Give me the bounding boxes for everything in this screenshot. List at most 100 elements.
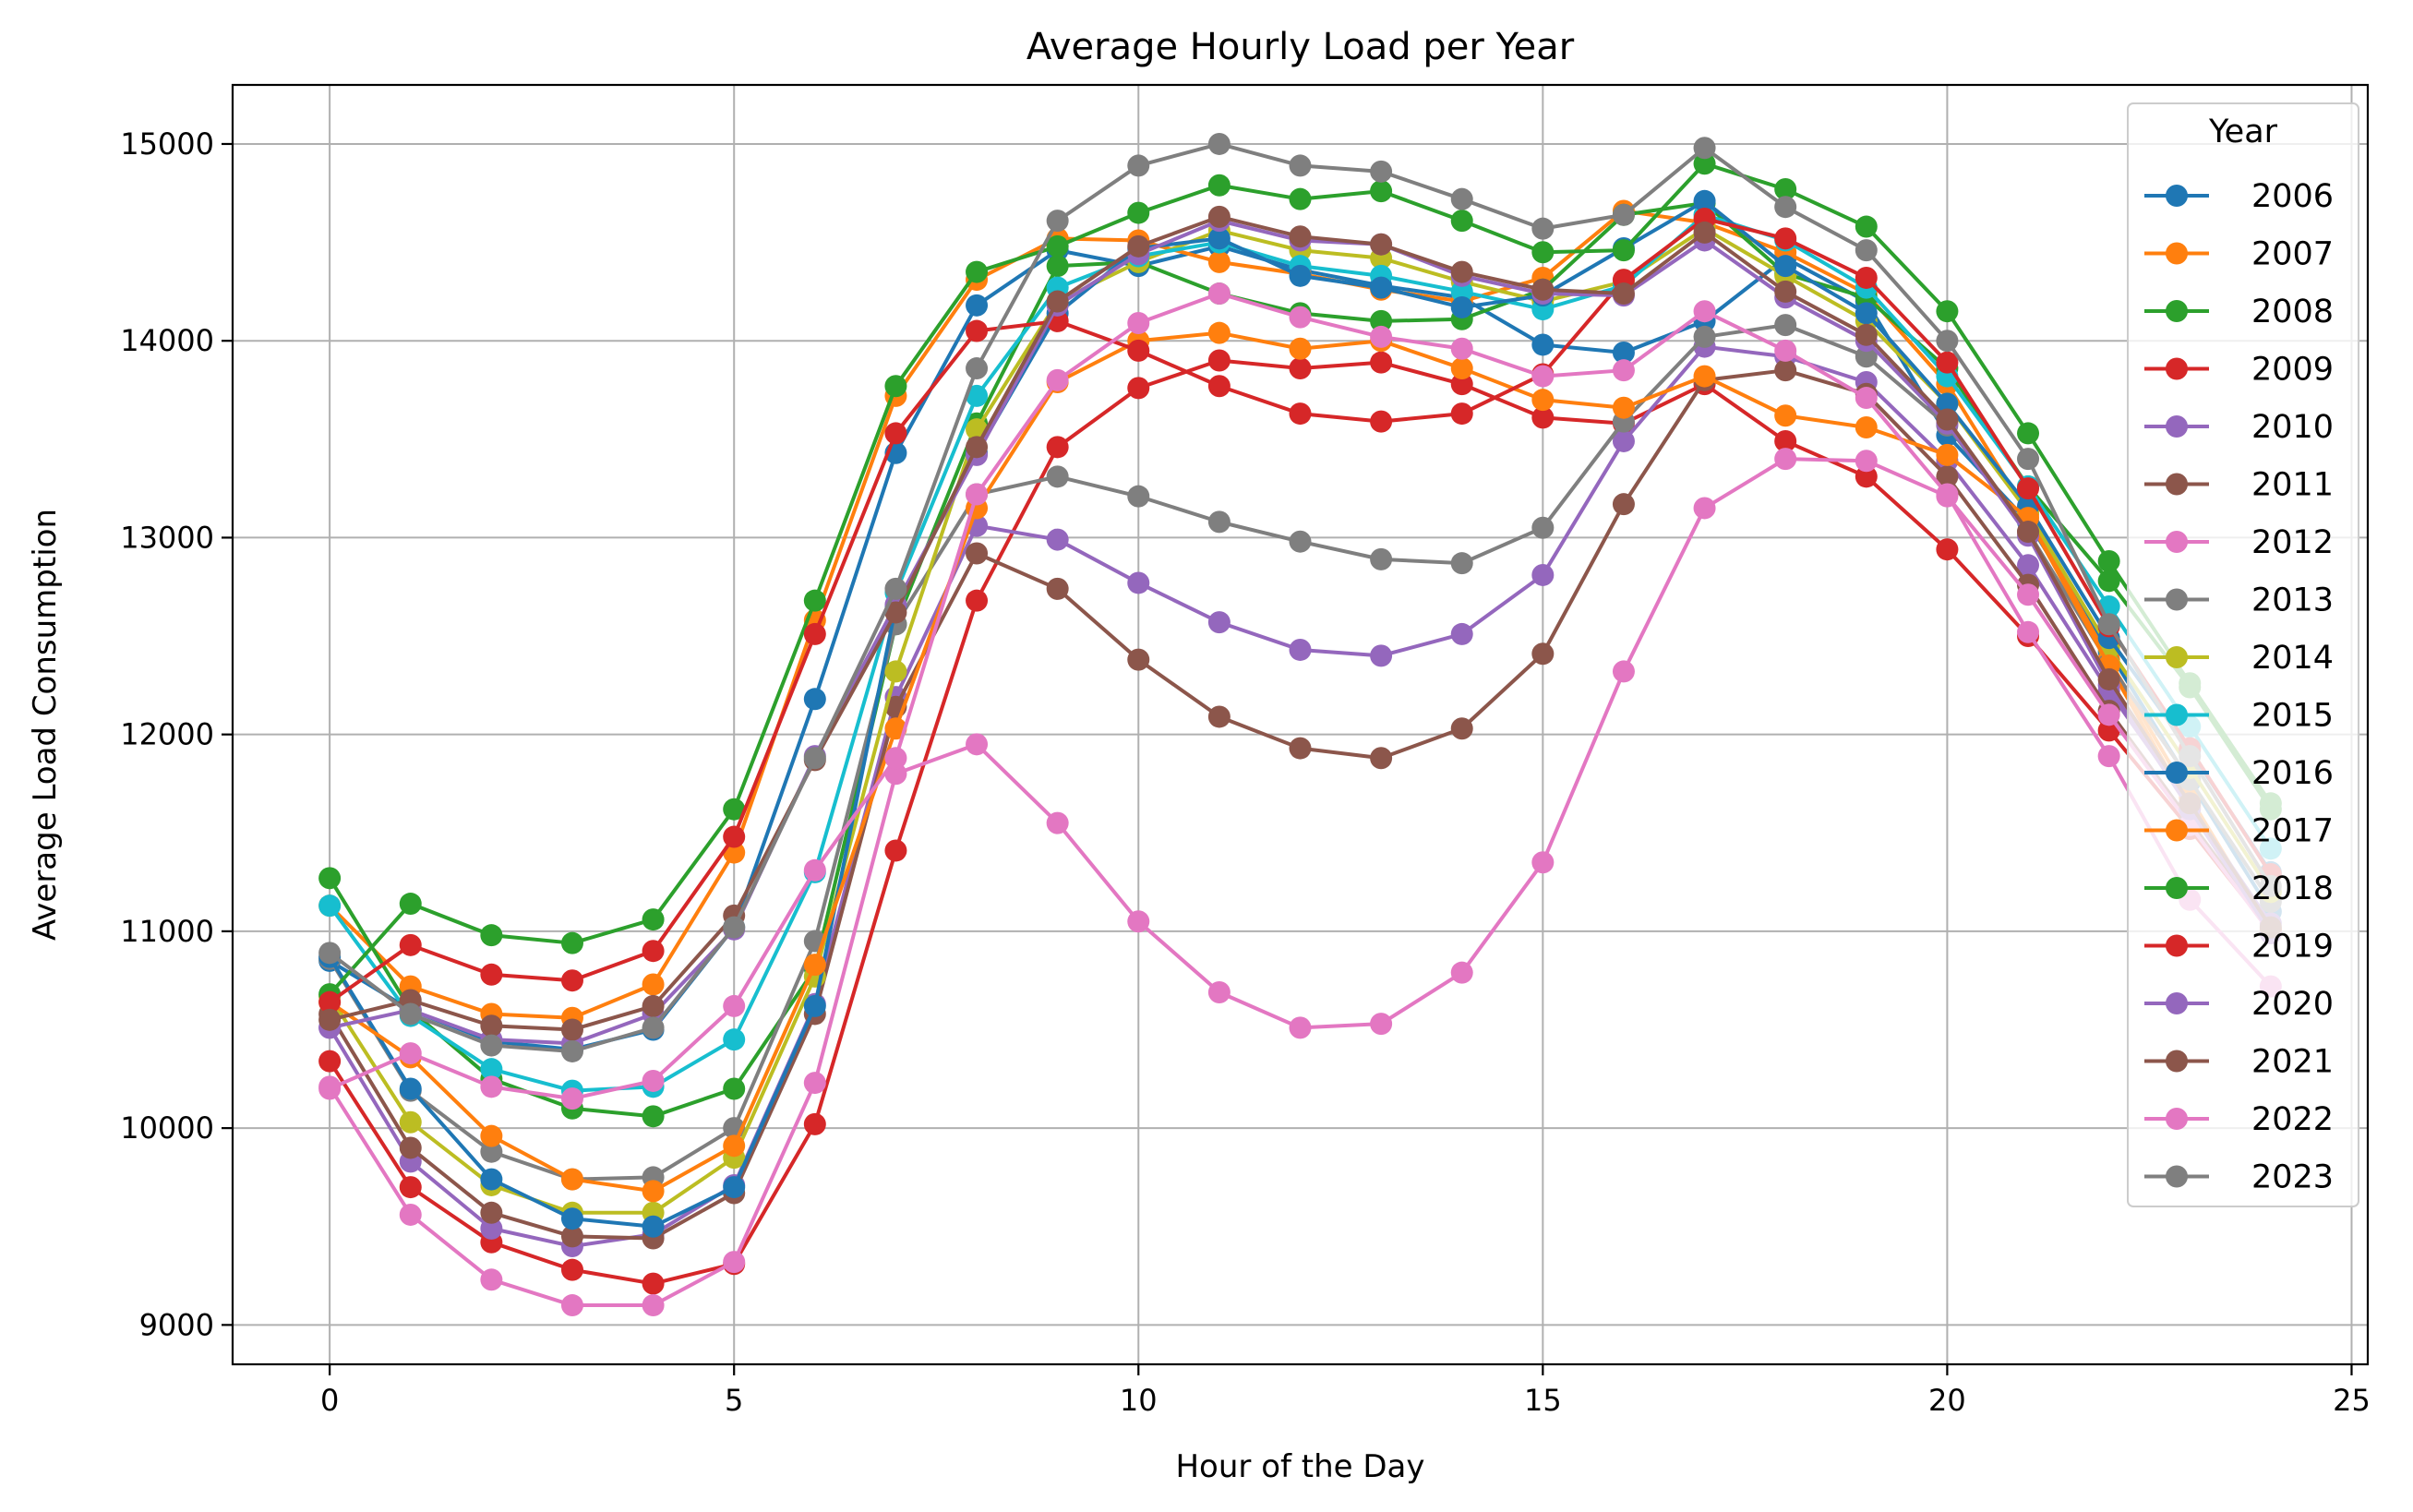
- data-point: [399, 1203, 422, 1226]
- data-point: [1774, 404, 1797, 427]
- legend-marker: [2166, 357, 2188, 380]
- data-point: [1450, 260, 1473, 283]
- data-point: [1289, 187, 1312, 210]
- chart-title: Average Hourly Load per Year: [1026, 26, 1575, 68]
- data-point: [1450, 961, 1473, 984]
- data-point: [399, 1002, 422, 1026]
- data-point: [1855, 416, 1878, 439]
- data-point: [884, 747, 907, 770]
- data-point: [1936, 330, 1959, 353]
- legend-item: 2007: [2144, 236, 2334, 273]
- data-point: [1127, 377, 1150, 400]
- data-point: [1774, 314, 1797, 337]
- legend-item: 2015: [2144, 698, 2334, 735]
- legend-marker: [2166, 703, 2188, 726]
- data-point: [1855, 266, 1878, 289]
- series-2011: [318, 359, 2282, 1250]
- data-point: [1936, 483, 1959, 506]
- data-point: [1127, 234, 1150, 258]
- data-point: [884, 422, 907, 445]
- data-point: [1774, 280, 1797, 303]
- data-point: [723, 1251, 746, 1274]
- data-point: [1207, 510, 1231, 534]
- data-point: [1612, 341, 1635, 364]
- data-point: [2097, 703, 2120, 726]
- data-point: [1046, 210, 1069, 233]
- x-tick-label: 15: [1524, 1383, 1562, 1418]
- data-point: [1855, 465, 1878, 488]
- data-point: [480, 1268, 503, 1291]
- data-point: [1936, 392, 1959, 415]
- data-point: [1127, 648, 1150, 671]
- data-point: [723, 1028, 746, 1051]
- data-point: [1207, 227, 1231, 250]
- legend-marker: [2166, 588, 2188, 611]
- data-point: [642, 1215, 665, 1238]
- y-tick-label: 11000: [120, 914, 214, 949]
- y-tick-label: 14000: [120, 323, 214, 358]
- legend-title: Year: [2208, 114, 2278, 150]
- data-point: [1936, 408, 1959, 431]
- legend-label: 2015: [2251, 698, 2334, 735]
- plot-area-frame: [231, 83, 2370, 1366]
- data-point: [1289, 225, 1312, 248]
- data-point: [966, 294, 989, 317]
- data-point: [2097, 570, 2120, 593]
- data-point: [1693, 497, 1716, 520]
- legend-marker: [2166, 1050, 2188, 1073]
- legend-item: 2010: [2144, 409, 2334, 446]
- data-point: [480, 1124, 503, 1147]
- legend-marker: [2166, 762, 2188, 784]
- data-point: [399, 1077, 422, 1100]
- data-point: [884, 660, 907, 683]
- data-point: [884, 375, 907, 398]
- data-point: [723, 1077, 746, 1100]
- data-point: [1127, 339, 1150, 362]
- data-point: [1207, 611, 1231, 634]
- legend-item: 2023: [2144, 1159, 2334, 1196]
- legend-item: 2006: [2144, 178, 2334, 215]
- legend-label: 2010: [2251, 409, 2334, 446]
- legend-items: 2006 2007 2008 2009 2010 2011 2012 2013 2014 2015…: [2144, 178, 2334, 1196]
- data-point: [642, 994, 665, 1017]
- legend-marker: [2166, 415, 2188, 438]
- data-point: [480, 1140, 503, 1163]
- legend-marker: [2166, 934, 2188, 957]
- data-point: [1370, 276, 1393, 299]
- legend-label: 2021: [2251, 1044, 2334, 1081]
- data-point: [1774, 359, 1797, 382]
- data-point: [1531, 851, 1555, 874]
- data-point: [1127, 910, 1150, 933]
- data-point: [1207, 250, 1231, 273]
- legend-label: 2009: [2251, 352, 2334, 389]
- data-point: [1046, 255, 1069, 278]
- data-point: [1936, 300, 1959, 323]
- data-point: [2017, 521, 2040, 544]
- data-point: [560, 1207, 583, 1230]
- legend-marker: [2166, 992, 2188, 1014]
- x-tick-label: 0: [320, 1383, 339, 1418]
- legend-box: [2127, 102, 2359, 1207]
- data-point: [2097, 667, 2120, 690]
- data-point: [1936, 465, 1959, 488]
- data-point: [1531, 516, 1555, 539]
- x-tick-label: 5: [725, 1383, 743, 1418]
- series-2023: [318, 132, 2282, 1062]
- data-point: [803, 688, 826, 711]
- data-point: [1207, 282, 1231, 306]
- data-point: [1612, 359, 1635, 382]
- data-point: [1127, 571, 1150, 594]
- legend-label: 2014: [2251, 640, 2334, 677]
- data-point: [803, 1072, 826, 1095]
- data-point: [1936, 538, 1959, 561]
- series-layer: [318, 132, 2282, 1317]
- legend-label: 2006: [2251, 178, 2334, 215]
- data-point: [1046, 465, 1069, 488]
- data-point: [399, 933, 422, 956]
- data-point: [966, 260, 989, 283]
- data-point: [1370, 547, 1393, 570]
- legend-marker: [2166, 819, 2188, 842]
- legend-marker: [2166, 473, 2188, 496]
- data-point: [480, 924, 503, 947]
- data-point: [1531, 406, 1555, 429]
